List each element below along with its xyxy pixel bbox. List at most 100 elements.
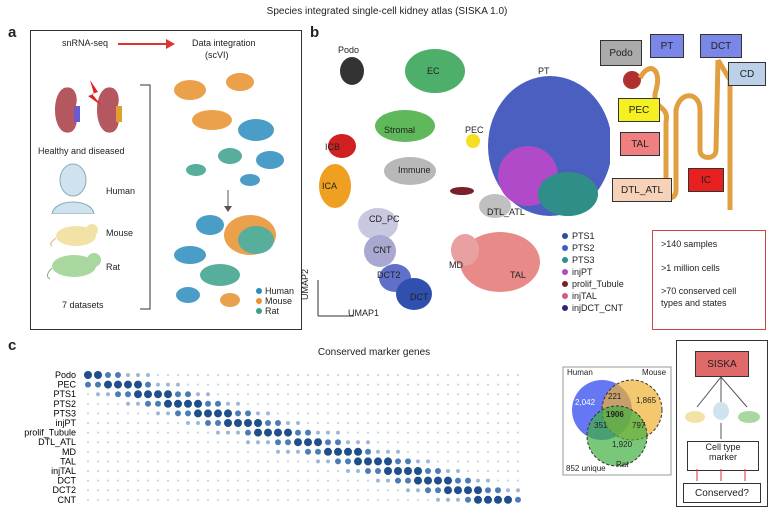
dotplot-dot (294, 438, 302, 447)
dotplot-dot (226, 450, 230, 453)
dotplot-dot (496, 393, 500, 396)
dotplot-dot (356, 412, 360, 415)
dotplot-dot (175, 391, 181, 398)
pt-legend-label: prolif_Tubule (572, 279, 624, 289)
snrna-label: snRNA-seq (62, 38, 109, 48)
dotplot-dot (496, 479, 500, 482)
dotplot-dot (144, 390, 152, 399)
dotplot-dot (186, 479, 190, 482)
cluster-dtl-atl: DTL_ATL (487, 207, 525, 217)
dotplot-dot (426, 450, 430, 453)
dotplot-dot (156, 489, 160, 492)
dotplot-dot (126, 469, 130, 473)
dotplot-dot (196, 441, 200, 444)
dotplot-dot (516, 421, 520, 425)
dotplot-dot (236, 479, 240, 482)
pt-legend-item: prolif_Tubule (562, 278, 624, 290)
dotplot-dot (426, 459, 430, 464)
dotplot-dot (145, 400, 151, 407)
dotplot-dot (166, 373, 170, 377)
dotplot-dot (205, 400, 211, 407)
dotplot-dot (86, 402, 90, 405)
dotplot-dot (215, 400, 221, 407)
dotplot-dot (166, 421, 170, 425)
dotplot-dot (196, 373, 200, 377)
dotplot-dot (376, 498, 380, 501)
dotplot-dot (204, 409, 212, 418)
dotplot-dot (466, 441, 470, 444)
dotplot-row-label: TAL (60, 456, 76, 466)
dotplot-dot (466, 450, 470, 453)
dotplot-dot (386, 498, 390, 501)
dotplot-dot (136, 373, 140, 377)
dotplot-dot (334, 447, 342, 456)
cluster-cd-pc: CD_PC (369, 214, 400, 224)
dotplot-dot (516, 441, 520, 444)
dotplot-dot (106, 489, 110, 492)
dotplot-dot (386, 383, 390, 386)
dotplot-dot (216, 441, 220, 444)
dotplot-dot (396, 383, 400, 386)
pt-legend-item: injTAL (562, 290, 624, 302)
dotplot-dot (286, 421, 290, 425)
dotplot-dot (166, 469, 170, 473)
dotplot-dot (476, 393, 480, 396)
dotplot-dot (414, 476, 422, 485)
dotplot-dot (436, 383, 440, 386)
dotplot-dot (516, 450, 520, 453)
dotplot-dot (386, 489, 390, 492)
dotplot-dot (436, 393, 440, 396)
dotplot-dot (325, 439, 331, 446)
dotplot-dot (226, 393, 230, 396)
dotplot-dot (275, 420, 281, 426)
dotplot-dot (256, 373, 260, 377)
dotplot-dot (424, 476, 432, 485)
figure-title: Species integrated single-cell kidney at… (266, 6, 508, 17)
pt-legend-label: injDCT_CNT (572, 303, 624, 313)
dotplot-dot (336, 469, 340, 473)
dotplot-dot (124, 380, 132, 389)
dotplot-dot (286, 373, 290, 377)
dotplot-dot (136, 460, 140, 463)
dotplot-dot (126, 441, 130, 444)
dotplot-dot (366, 498, 370, 501)
dotplot-dot (226, 401, 230, 406)
dotplot-dot (236, 383, 240, 386)
dotplot-dot (456, 393, 460, 396)
flow-arrows (696, 469, 746, 481)
dotplot-dot (306, 421, 310, 425)
dotplot-dot (155, 400, 161, 407)
dotplot-dot (436, 373, 440, 377)
dotplot-dot (476, 421, 480, 425)
pt-legend-label: PTS1 (572, 231, 595, 241)
dotplot-dot (266, 489, 270, 492)
dotplot-title: Conserved marker genes (317, 347, 431, 358)
conserved-label: Conserved? (683, 483, 761, 503)
dotplot-dot (196, 469, 200, 473)
umap-plot (317, 49, 610, 317)
dotplot-dot (406, 393, 410, 396)
dotplot-dot (416, 402, 420, 405)
dotplot-dot (446, 450, 450, 453)
dotplot-dot (406, 441, 410, 444)
dotplot-dot (326, 393, 330, 396)
dotplot-dot (366, 479, 370, 482)
cluster-immune: Immune (398, 165, 431, 175)
mouse-icon (50, 224, 98, 247)
dotplot-dot (276, 460, 280, 463)
pt-legend-item: injPT (562, 266, 624, 278)
dotplot-dot (164, 390, 172, 399)
dotplot-dot (116, 431, 120, 434)
dotplot-dot (374, 457, 382, 466)
dotplot-dot (345, 458, 351, 465)
dotplot-dot (214, 409, 222, 418)
dotplot-dot (365, 468, 371, 474)
dotplot-dot (246, 383, 250, 386)
dotplot-dot (496, 431, 500, 434)
dotplot-dot (506, 469, 510, 473)
dotplot-dot (96, 412, 100, 415)
cluster-pec: PEC (465, 125, 484, 135)
dotplot-dot (176, 489, 180, 492)
dotplot-dot (466, 460, 470, 463)
dotplot-dot (484, 495, 492, 504)
